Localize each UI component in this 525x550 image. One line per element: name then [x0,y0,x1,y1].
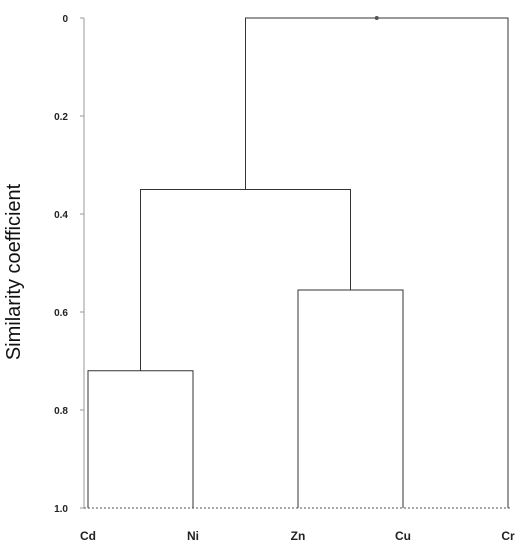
leaf-label-cr: Cr [501,529,515,543]
y-tick-label: 1.0 [54,504,68,515]
dendrogram-link-4 [245,17,509,508]
dendrogram-branches [87,16,509,508]
leaf-labels: Cd Ni Zn Cu Cr [80,529,515,543]
y-axis [83,18,510,509]
y-tick-label: 0.4 [54,210,68,221]
dendrogram-link-3 [140,189,351,371]
y-axis-title: Similarity coefficient [3,183,25,360]
leaf-label-cu: Cu [395,529,411,543]
y-tick-label: 0.2 [54,112,68,123]
leaf-label-ni: Ni [187,529,199,543]
y-tick-label: 0.8 [54,406,68,417]
dendrogram-link-1 [87,370,194,508]
y-tick-label: 0 [62,14,68,25]
dendrogram-link-2 [297,289,404,508]
y-tick-labels: 0 0.2 0.4 0.6 0.8 1.0 [54,14,84,515]
y-tick-label: 0.6 [54,308,68,319]
root-node-marker [374,16,379,20]
leaf-label-cd: Cd [80,529,96,543]
leaf-label-zn: Zn [291,529,306,543]
